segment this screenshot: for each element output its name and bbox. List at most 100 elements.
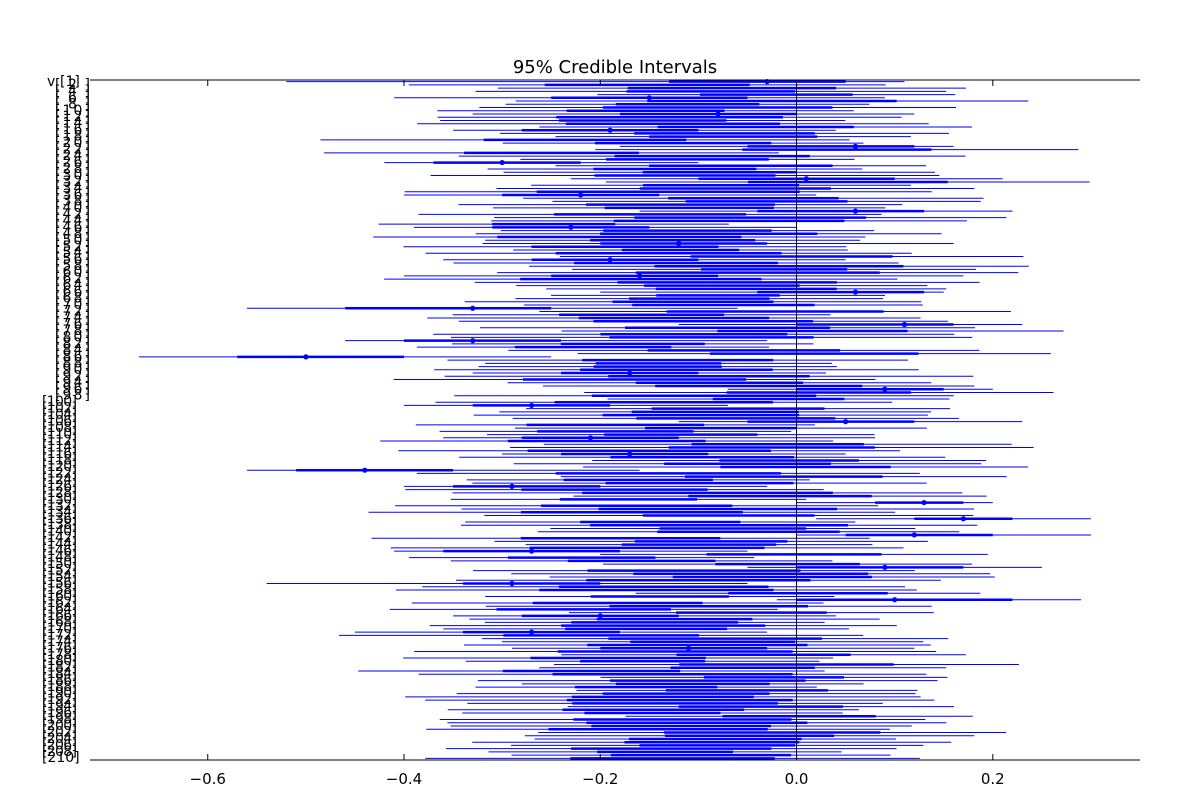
interval-row [453,127,836,133]
parameter-tick-label: [160] [42,588,77,604]
parameter-tick-label: [202] [42,724,77,740]
mean-point [627,451,633,457]
parameter-tick-label: [150] [42,556,77,572]
parameter-tick-label: [106] [42,414,77,430]
parameter-tick-label: [140] [42,524,77,540]
interval-row [247,305,738,311]
parameter-tick-label: [104] [42,407,77,423]
credible-intervals [139,79,1091,760]
x-axis-ticks: −0.6 −0.4 −0.2 0.0 0.2 [190,80,1005,788]
mean-point [607,127,613,133]
parameter-tick-label: [182] [42,660,77,676]
interval-row [511,645,915,651]
interval-row [600,289,944,295]
interval-row [443,435,876,441]
interval-row [453,613,836,619]
mean-point [882,564,888,570]
parameter-tick-label: [152] [42,563,77,579]
parameter-tick-label: [138] [42,517,77,533]
mean-point [882,386,888,392]
parameter-tick-label: [126] [42,478,77,494]
parameter-tick-label: [198] [42,712,77,728]
interval-row [816,516,1091,522]
interval-row [413,224,797,230]
interval-row [796,532,1091,538]
interval-row [266,580,748,587]
mean-point [852,143,859,149]
mean-point [470,338,476,344]
parameter-tick-label: [102] [42,401,77,417]
parameter-tick-label: [118] [42,452,77,468]
parameter-tick-label: [108] [42,420,77,436]
interval-row [482,240,954,247]
parameter-tick-label: [114] [42,440,77,456]
parameter-tick-label: [170] [42,621,77,637]
x-tick-label: 0.0 [785,770,809,788]
parameter-tick-label: [200] [42,718,77,734]
interval-row [727,386,993,392]
mean-point [911,532,917,538]
parameter-tick-label: [120] [42,459,77,475]
interval-row [354,629,768,635]
interval-row [404,273,964,279]
x-tick-label: −0.6 [190,770,226,788]
parameter-tick-label: [148] [42,550,77,566]
parameter-tick-label: [204] [42,731,77,747]
interval-row [502,451,846,457]
mean-point [685,645,692,651]
interval-row [345,338,768,344]
parameter-tick-label: [162] [42,595,77,611]
mean-point [715,111,721,117]
interval-row [747,564,1042,570]
interval-row [443,257,846,263]
mean-point [597,613,603,619]
parameter-tick-label: [100] [42,394,77,410]
parameter-tick-label: [154] [42,569,77,585]
interval-row [570,176,1003,182]
parameter-tick-label: [132] [42,498,77,514]
parameter-tick-label: [156] [42,576,77,592]
parameter-tick-label: [124] [42,472,77,488]
interval-row [404,402,728,409]
parameter-tick-label: [192] [42,692,77,708]
parameter-tick-label: [142] [42,530,77,546]
mean-point [607,257,613,263]
mean-point [636,273,643,279]
interval-row [472,370,826,376]
mean-point [528,629,535,635]
parameter-tick-label: [180] [42,653,77,669]
mean-point [470,305,476,311]
mean-point [578,192,584,198]
interval-row [247,467,640,473]
parameter-tick-label: [144] [42,537,77,553]
parameter-tick-label: [184] [42,666,77,682]
mean-point [587,435,594,441]
mean-point [921,499,927,506]
group-label-first: [1] [60,74,80,90]
parameter-tick-label: [174] [42,634,77,650]
parameter-tick-label: [134] [42,504,77,520]
mean-point [528,402,535,409]
parameter-tick-label: [190] [42,686,77,702]
parameter-labels: v [1][2][4][6][8][10][12][14][16][18][20]… [42,74,90,766]
mean-point [960,516,966,522]
interval-row [404,483,768,489]
interval-row [678,419,1023,425]
mean-point [499,159,505,166]
parameter-tick-label: [158] [42,582,77,598]
parameter-tick-label: [172] [42,627,77,643]
interval-row [796,499,993,506]
mean-point [646,95,652,101]
interval-row [639,208,1013,214]
mean-point [362,467,368,473]
mean-point [803,176,809,182]
parameter-tick-label: [112] [42,433,77,449]
parameter-tick-label: [188] [42,679,77,695]
parameter-tick-label: [206] [42,737,77,753]
x-tick-label: −0.2 [582,770,618,788]
parameter-tick-label: [166] [42,608,77,624]
parameter-tick-label: [130] [42,491,77,507]
interval-row [384,159,699,166]
parameter-tick-label: [116] [42,446,77,462]
